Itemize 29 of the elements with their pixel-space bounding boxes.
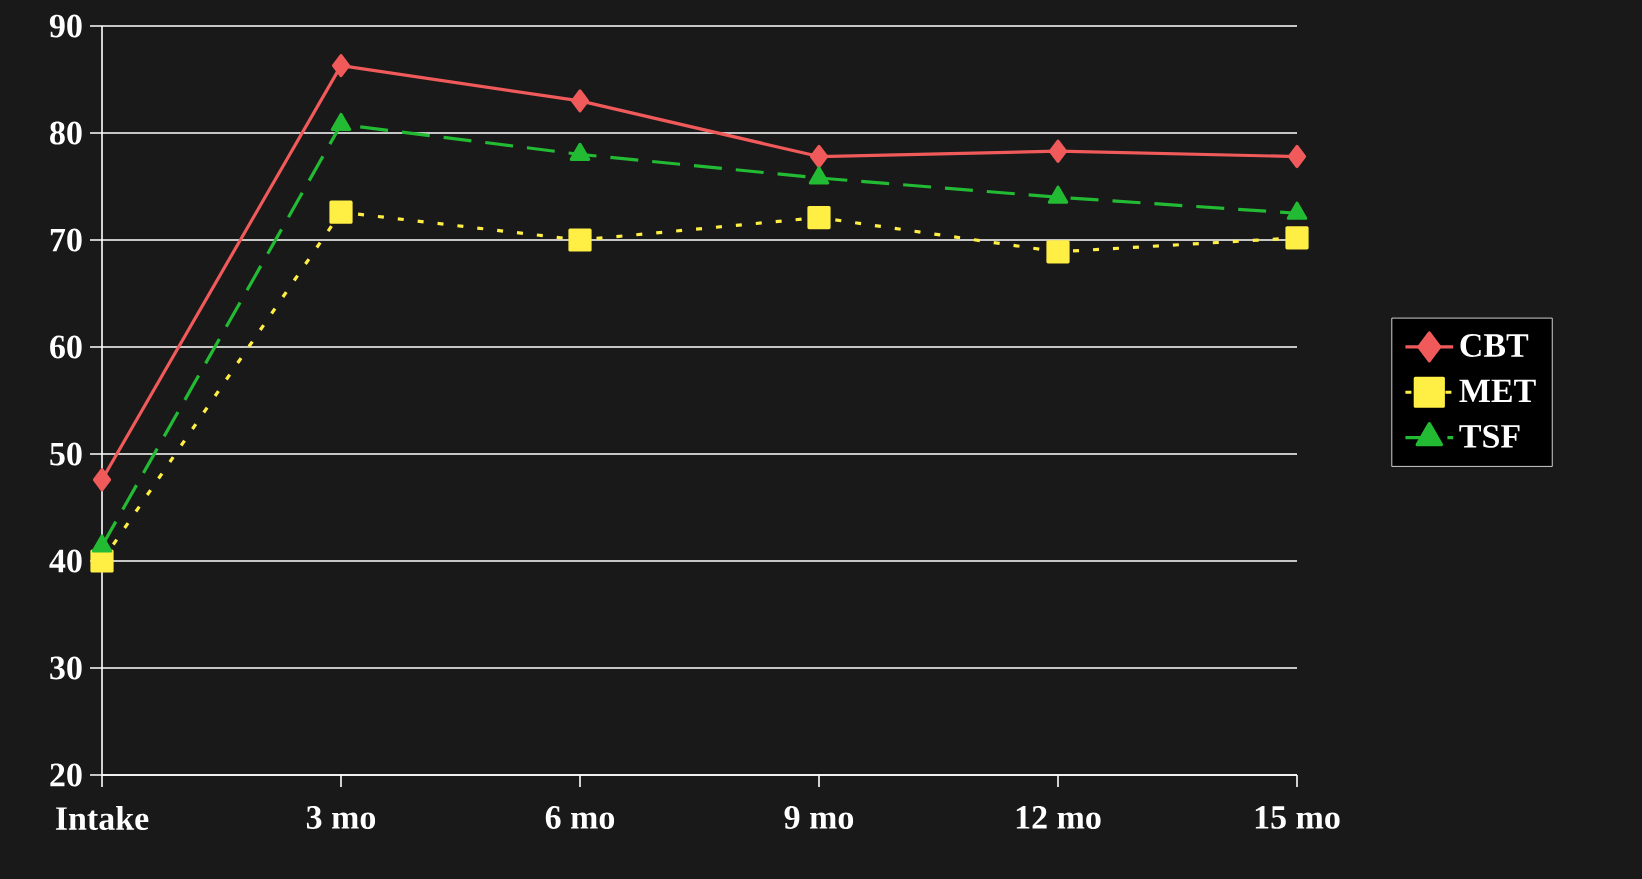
y-tick-label: 60 [50,335,82,359]
point [570,89,590,113]
x-tick-label: 6 mo [545,806,615,829]
x-tick-label: 3 mo [306,806,376,829]
point [1285,226,1309,250]
point [1287,144,1307,169]
x-tick-label: 9 mo [784,806,854,829]
x-tick-label: 12 mo [1016,806,1101,829]
point [568,228,592,252]
y-tick-label: 90 [49,14,82,38]
y-tick-label: 30 [50,656,82,680]
point [807,205,831,230]
point [331,54,351,78]
y-tick-label: 80 [50,121,82,145]
point [90,549,114,573]
y-tick-label: 20 [50,763,82,787]
legend-label: CBT [1460,334,1529,357]
y-tick-label: 70 [50,228,82,252]
point [1046,240,1070,264]
legend-label: MET [1459,379,1536,402]
x-tick-label: Intake [55,806,149,831]
point [1048,139,1068,163]
y-tick-label: 40 [49,549,82,573]
legend-label: TSF [1459,424,1520,448]
y-tick-label: 50 [50,442,82,466]
point [809,144,829,169]
point [92,468,112,492]
point [329,200,353,224]
x-tick-label: 15 mo [1255,806,1340,829]
